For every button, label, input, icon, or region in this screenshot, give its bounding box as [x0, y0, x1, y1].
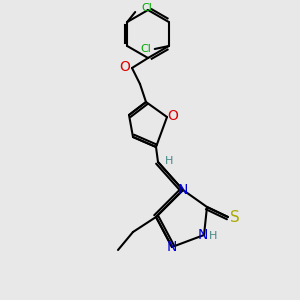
Text: N: N: [178, 183, 188, 197]
Text: Cl: Cl: [140, 44, 151, 54]
Text: O: O: [168, 109, 178, 123]
Text: Cl: Cl: [142, 3, 153, 13]
Text: N: N: [198, 228, 208, 242]
Text: H: H: [209, 231, 217, 241]
Text: O: O: [120, 60, 130, 74]
Text: N: N: [167, 240, 177, 254]
Text: H: H: [165, 156, 173, 166]
Text: S: S: [230, 209, 240, 224]
